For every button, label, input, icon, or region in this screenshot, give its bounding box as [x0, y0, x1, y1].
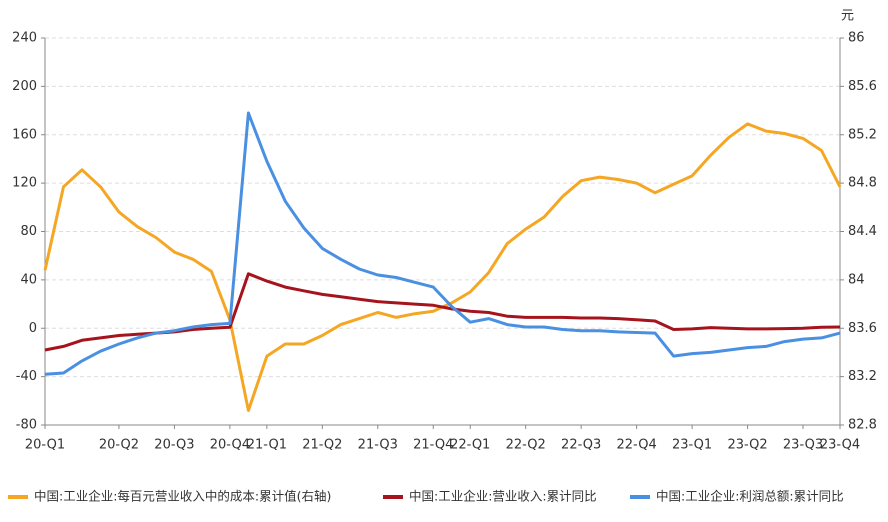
- series-line: [43, 122, 842, 412]
- y2-tick-label: 83.2: [848, 369, 877, 384]
- y2-tick-label: 85.6: [848, 79, 877, 94]
- y2-tick-label: 86: [848, 31, 865, 46]
- legend-label: 中国:工业企业:利润总额:累计同比: [656, 489, 844, 504]
- x-tick-label: 21-Q3: [358, 438, 398, 453]
- y2-tick-label: 84.4: [848, 224, 877, 239]
- y-tick-label: 0: [29, 321, 37, 336]
- x-tick-label: 22-Q2: [506, 438, 546, 453]
- y2-tick-label: 84.8: [848, 176, 877, 191]
- series-line: [44, 272, 841, 352]
- series-line: [44, 111, 841, 376]
- legend-label: 中国:工业企业:营业收入:累计同比: [409, 489, 597, 504]
- y-tick-label: 160: [12, 127, 37, 142]
- y-tick-label: -80: [16, 418, 37, 433]
- x-tick-label: 23-Q2: [727, 438, 767, 453]
- y-tick-label: 200: [12, 79, 37, 94]
- x-tick-label: 20-Q3: [154, 438, 194, 453]
- x-tick-label: 21-Q4: [413, 438, 453, 453]
- x-tick-label: 23-Q3: [783, 438, 823, 453]
- y2-tick-label: 82.8: [848, 418, 877, 433]
- x-tick-label: 20-Q1: [25, 438, 65, 453]
- legend-label: 中国:工业企业:每百元营业收入中的成本:累计值(右轴): [34, 489, 331, 504]
- x-tick-label: 22-Q3: [561, 438, 601, 453]
- y2-tick-label: 85.2: [848, 127, 877, 142]
- y2-tick-label: 83.6: [848, 321, 877, 336]
- y-tick-label: 240: [12, 31, 37, 46]
- x-tick-label: 21-Q1: [247, 438, 287, 453]
- y-tick-label: 80: [20, 224, 37, 239]
- x-tick-label: 20-Q4: [210, 438, 250, 453]
- x-tick-label: 20-Q2: [99, 438, 139, 453]
- x-tick-label: 22-Q1: [450, 438, 490, 453]
- x-tick-label: 21-Q2: [302, 438, 342, 453]
- y-tick-label: 40: [20, 272, 37, 287]
- y-tick-label: -40: [16, 369, 37, 384]
- x-tick-label: 23-Q1: [672, 438, 712, 453]
- y-tick-label: 120: [12, 176, 37, 191]
- x-tick-label: 23-Q4: [820, 438, 860, 453]
- y2-unit: 元: [841, 9, 854, 24]
- x-tick-label: 22-Q4: [617, 438, 657, 453]
- y2-tick-label: 84: [848, 272, 865, 287]
